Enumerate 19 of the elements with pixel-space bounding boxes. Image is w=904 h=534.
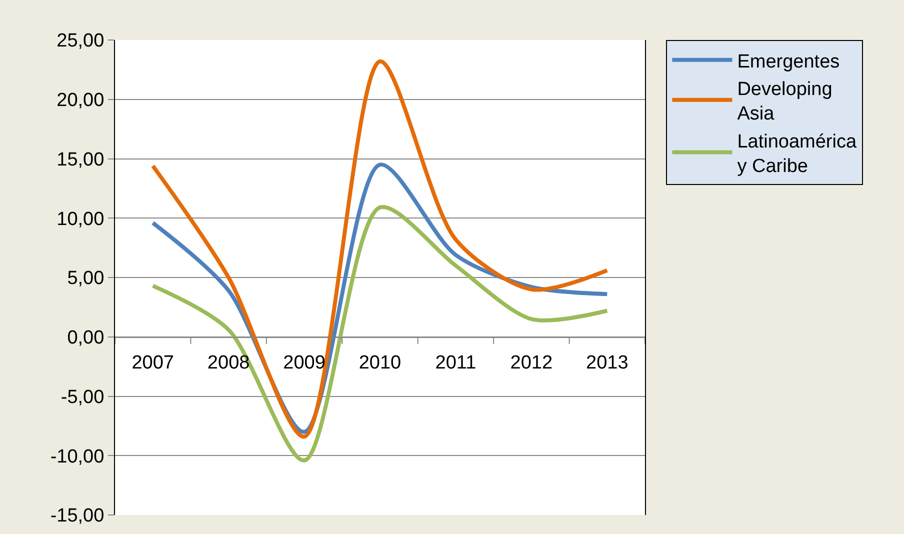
y-tick-label: 15,00 — [56, 149, 104, 170]
x-tick-label: 2008 — [207, 352, 250, 374]
y-tick-label: -5,00 — [60, 386, 104, 408]
x-tick-label: 2012 — [510, 352, 553, 374]
x-tick-label: 2009 — [283, 352, 326, 374]
legend-label: Developing Asia — [737, 78, 832, 125]
y-tick-label: -15,00 — [50, 506, 104, 527]
y-tick-label: 25,00 — [56, 30, 104, 52]
x-tick-label: 2007 — [132, 352, 174, 374]
x-tick-label: 2013 — [586, 352, 628, 374]
y-tick-label: 0,00 — [67, 328, 104, 349]
y-tick-label: 5,00 — [67, 268, 104, 290]
x-tick-label: 2010 — [358, 352, 402, 374]
y-tick-label: 10,00 — [56, 208, 104, 230]
y-tick-label: 20,00 — [56, 90, 104, 112]
legend-label: Emergentes — [737, 51, 840, 72]
legend-label: Latinoamérica y Caribe — [737, 131, 857, 178]
y-tick-label: -10,00 — [50, 446, 104, 468]
x-tick-label: 2011 — [435, 352, 476, 374]
